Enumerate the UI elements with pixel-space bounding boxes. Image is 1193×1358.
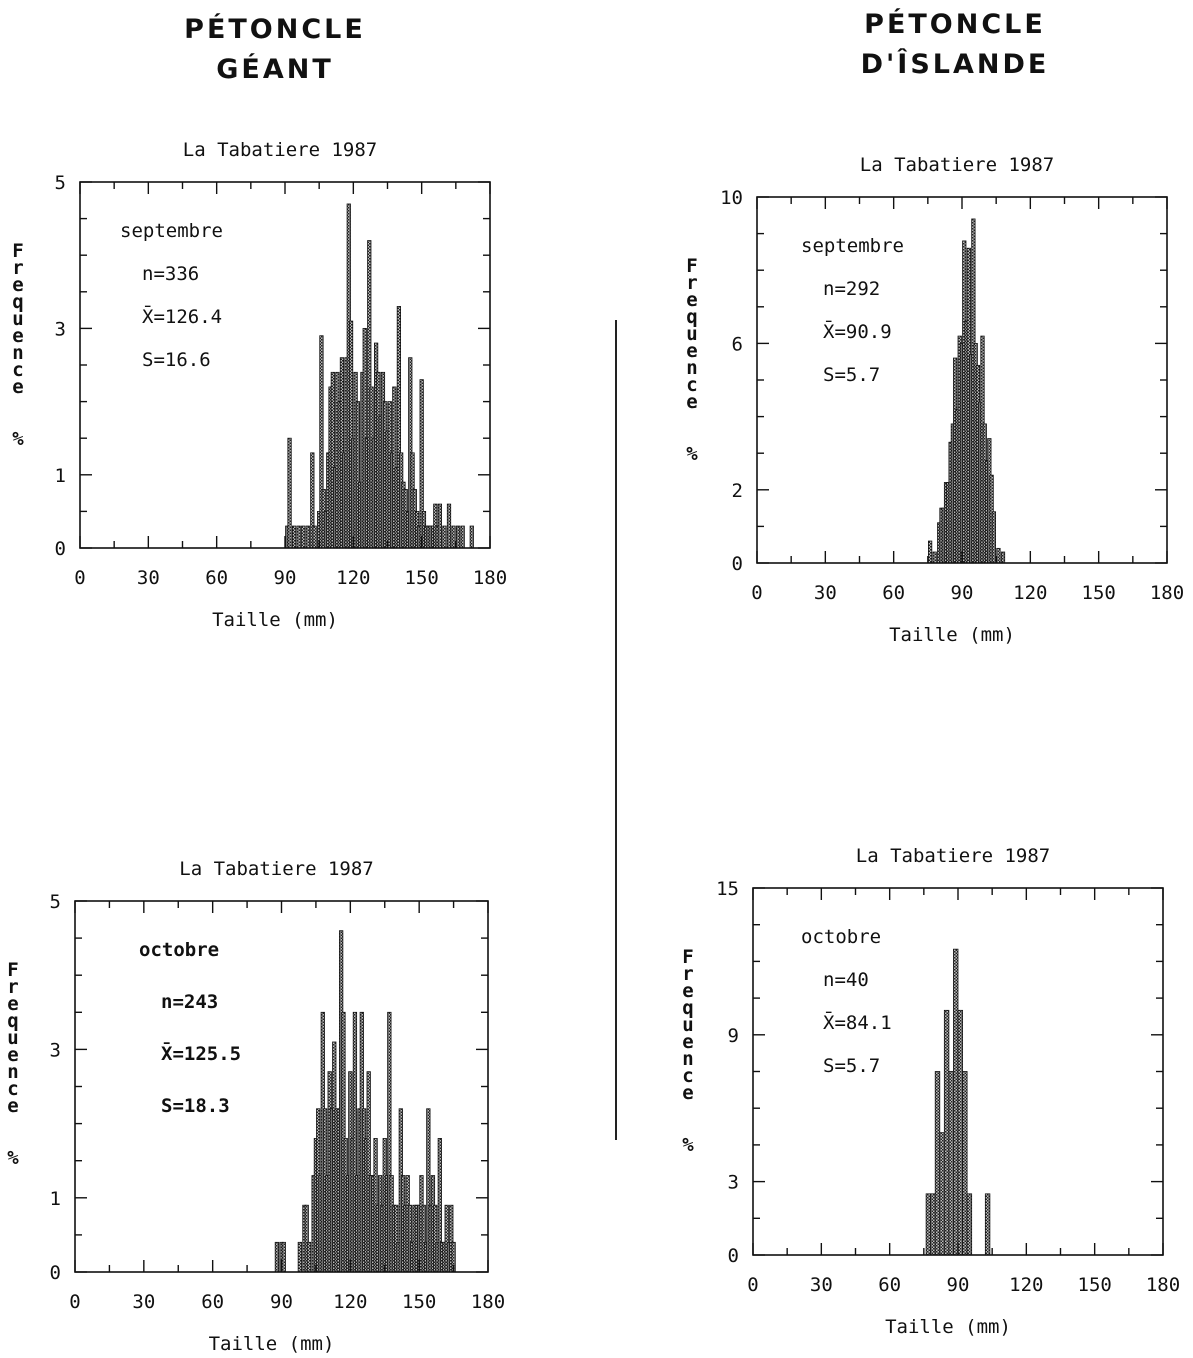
histogram-bar	[948, 1071, 954, 1256]
chart-title: La Tabatiere 1987	[860, 154, 1054, 176]
vertical-divider	[615, 320, 617, 1140]
x-tick-label: 0	[69, 1291, 80, 1313]
stat-label: n=336	[142, 263, 199, 285]
x-tick-label: 90	[270, 1291, 293, 1313]
y-tick-label: 9	[728, 1025, 739, 1047]
month-label: octobre	[801, 926, 881, 948]
month-label: septembre	[801, 235, 904, 257]
x-tick-label: 150	[1082, 582, 1116, 604]
stat-label: X̄=126.4	[142, 304, 222, 328]
x-tick-label: 0	[747, 1274, 758, 1296]
x-tick-label: 90	[274, 567, 297, 589]
histogram-bar	[962, 1071, 968, 1256]
histogram-bar	[934, 1071, 941, 1256]
y-tick-label: 15	[716, 878, 739, 900]
y-tick-label: 1	[55, 465, 66, 487]
x-tick-label: 120	[1009, 1274, 1043, 1296]
x-tick-label: 180	[1146, 1274, 1180, 1296]
x-tick-label: 120	[336, 567, 370, 589]
month-label: octobre	[139, 939, 219, 961]
heading-line: PÉTONCLE	[864, 9, 1046, 40]
y-tick-label: 0	[728, 1245, 739, 1267]
x-tick-label: 60	[878, 1274, 901, 1296]
x-tick-label: 90	[947, 1274, 970, 1296]
x-tick-label: 150	[1078, 1274, 1112, 1296]
chart-title: La Tabatiere 1987	[183, 139, 377, 161]
stat-label: S=18.3	[161, 1095, 230, 1117]
x-tick-label: 30	[810, 1274, 833, 1296]
x-tick-label: 180	[471, 1291, 505, 1313]
y-tick-label: 6	[732, 333, 743, 355]
x-axis-label: Taille (mm)	[885, 1316, 1011, 1338]
x-tick-label: 30	[137, 567, 160, 589]
histogram-bar	[984, 1193, 991, 1256]
y-tick-label: 10	[720, 187, 743, 209]
x-axis-label: Taille (mm)	[889, 624, 1015, 646]
stat-label: X̄=90.9	[823, 319, 892, 343]
x-tick-label: 180	[1150, 582, 1184, 604]
histogram-bar	[939, 1132, 945, 1256]
y-tick-label: 0	[732, 553, 743, 575]
month-label: septembre	[120, 220, 223, 242]
x-axis-label: Taille (mm)	[209, 1333, 335, 1355]
y-tick-label: 0	[50, 1262, 61, 1284]
y-tick-label: 3	[728, 1172, 739, 1194]
stat-label: S=5.7	[823, 364, 880, 386]
stat-label: n=292	[823, 278, 880, 300]
y-tick-label: 1	[50, 1188, 61, 1210]
x-tick-label: 150	[402, 1291, 436, 1313]
heading-line: PÉTONCLE	[184, 14, 366, 45]
x-tick-label: 0	[751, 582, 762, 604]
stat-label: S=16.6	[142, 349, 211, 371]
x-tick-label: 30	[814, 582, 837, 604]
histogram-bar	[930, 1193, 936, 1256]
heading-petoncle-geant: PÉTONCLE GÉANT	[110, 10, 440, 90]
stat-label: X̄=125.5	[161, 1042, 241, 1065]
x-tick-label: 60	[205, 567, 228, 589]
x-tick-label: 60	[201, 1291, 224, 1313]
stat-label: n=40	[823, 969, 869, 991]
stat-label: X̄=84.1	[823, 1010, 892, 1034]
heading-petoncle-islande: PÉTONCLE D'ÎSLANDE	[790, 5, 1120, 85]
x-tick-label: 120	[1013, 582, 1047, 604]
x-tick-label: 180	[473, 567, 507, 589]
histogram-bar	[943, 1009, 950, 1256]
histogram-bar	[957, 1009, 963, 1256]
x-tick-label: 0	[74, 567, 85, 589]
heading-line: GÉANT	[216, 54, 334, 85]
y-tick-label: 2	[732, 480, 743, 502]
histogram-bar	[953, 948, 959, 1256]
y-tick-label: 3	[55, 318, 66, 340]
y-tick-label: 5	[55, 172, 66, 194]
x-axis-label: Taille (mm)	[212, 609, 338, 631]
x-tick-label: 30	[132, 1291, 155, 1313]
chart-title: La Tabatiere 1987	[179, 858, 373, 880]
y-tick-label: 5	[50, 891, 61, 913]
x-tick-label: 60	[882, 582, 905, 604]
stat-label: n=243	[161, 991, 218, 1013]
histogram-bar	[925, 1193, 932, 1256]
stat-label: S=5.7	[823, 1055, 880, 1077]
y-tick-label: 0	[55, 538, 66, 560]
heading-line: D'ÎSLANDE	[860, 49, 1050, 80]
x-tick-label: 120	[333, 1291, 367, 1313]
y-tick-label: 3	[50, 1039, 61, 1061]
x-tick-label: 90	[951, 582, 974, 604]
histogram-bar	[966, 1193, 973, 1256]
chart-title: La Tabatiere 1987	[856, 845, 1050, 867]
x-tick-label: 150	[405, 567, 439, 589]
